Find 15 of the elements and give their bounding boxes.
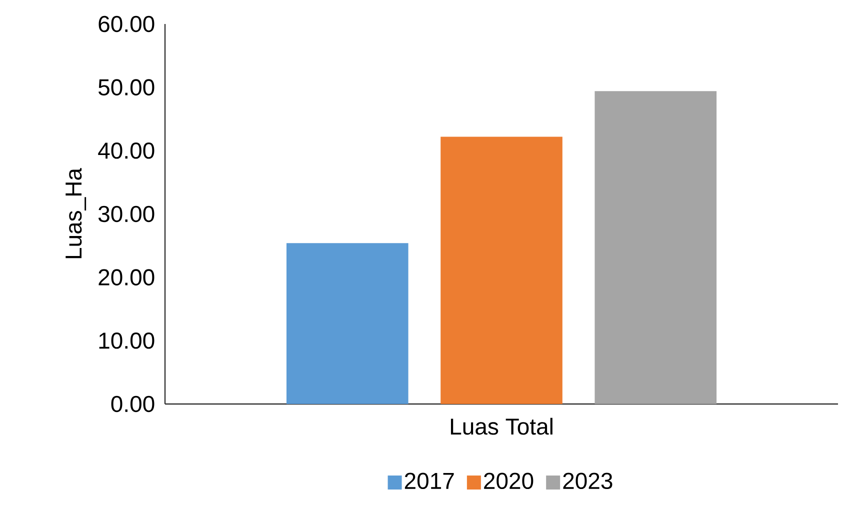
- legend-label: 2017: [404, 472, 454, 490]
- y-tick-label: 50.00: [98, 79, 154, 96]
- bar: [286, 243, 408, 404]
- x-tick-label: Luas Total: [450, 418, 552, 435]
- y-axis-title: Luas_Ha: [66, 168, 86, 258]
- y-tick-label: 10.00: [99, 332, 154, 349]
- y-tick-label: 0.00: [111, 396, 154, 412]
- y-tick-label: 60.00: [98, 16, 154, 32]
- bar: [440, 136, 562, 404]
- y-tick-label: 20.00: [98, 269, 154, 286]
- legend-label: 2020: [484, 472, 534, 490]
- y-tick-label: 30.00: [98, 206, 154, 222]
- bar: [594, 91, 717, 404]
- legend-label: 2023: [563, 472, 612, 490]
- y-tick-label: 40.00: [98, 142, 154, 159]
